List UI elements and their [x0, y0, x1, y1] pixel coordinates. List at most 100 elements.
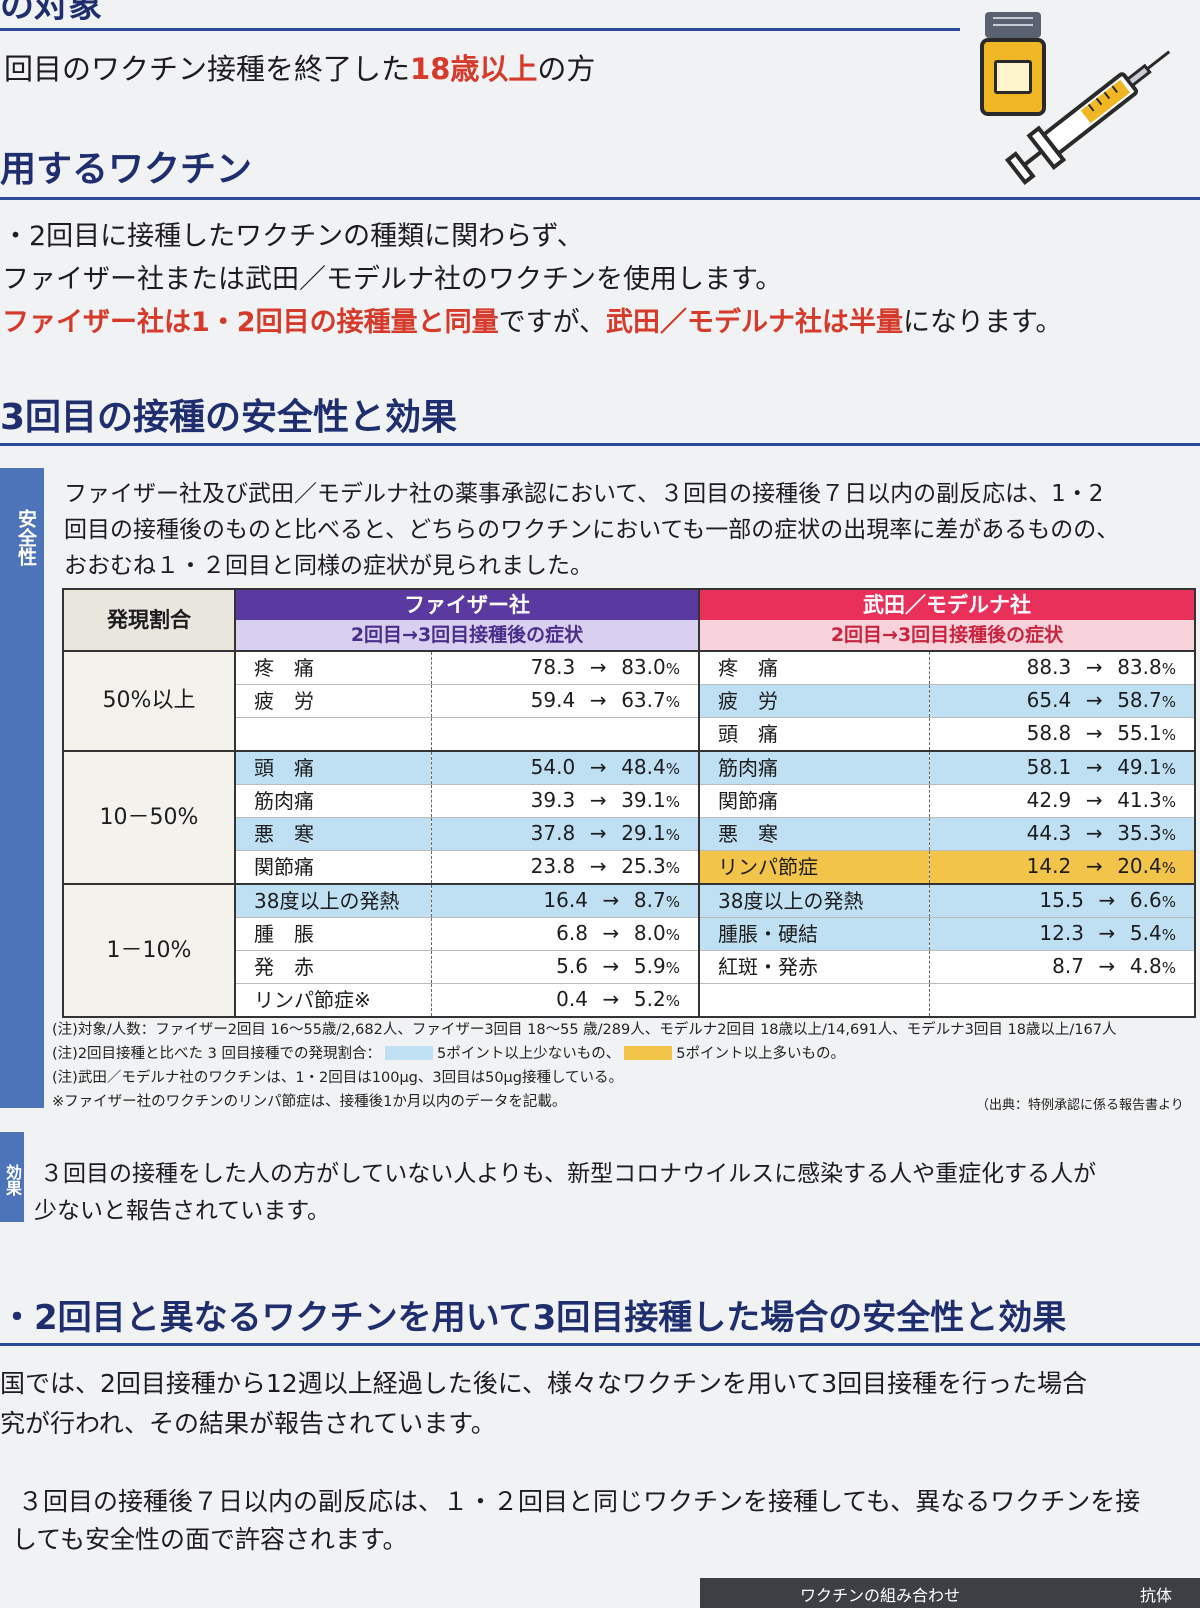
rate-dose3: 6.6	[1129, 888, 1162, 912]
target-text-post: の方	[537, 52, 596, 86]
percent-unit: %	[1161, 760, 1176, 778]
arrow-icon: →	[1085, 788, 1103, 812]
pfizer-rate: 16.4 → 8.7%	[431, 883, 699, 918]
pfizer-symptom: 関節痛	[234, 850, 432, 884]
combination-table-header: ワクチンの組み合わせ 抗体	[700, 1578, 1200, 1608]
rate-dose3: 29.1	[621, 821, 666, 845]
target-line: 回目のワクチン接種を終了した18歳以上の方	[4, 46, 595, 88]
moderna-rate: 42.9 → 41.3%	[929, 784, 1195, 818]
safety-side-tab	[0, 468, 44, 1108]
table-row: 10－50% 頭 痛 54.0 → 48.4% 筋肉痛 58.1 → 49.1%	[63, 750, 1195, 884]
percent-unit: %	[1161, 660, 1176, 678]
vaccine-section-rule	[0, 197, 1200, 200]
rate-dose2: 14.2	[1026, 854, 1072, 878]
pfizer-rate: 0.4 → 5.2%	[431, 983, 699, 1017]
pfizer-rate: 78.3 → 83.0%	[431, 650, 699, 685]
moderna-rate: 88.3 → 83.8%	[929, 650, 1195, 685]
category-header: 発現割合	[63, 589, 236, 651]
rate-dose3: 35.3	[1117, 821, 1162, 845]
rate-dose2: 6.8	[556, 921, 588, 945]
pfizer-symptom: 頭 痛	[234, 750, 432, 785]
vaccine-line-2: ファイザー社または武田／モデルナ社のワクチンを使用します。	[2, 264, 783, 295]
rate-dose2: 44.3	[1026, 821, 1072, 845]
yellow-swatch	[624, 1046, 673, 1060]
rate-dose2: 78.3	[530, 655, 576, 679]
rate-dose2: 42.9	[1026, 788, 1072, 812]
percent-unit: %	[1161, 726, 1176, 744]
percent-unit: %	[1161, 793, 1176, 811]
note-3: (注)武田／モデルナ社のワクチンは、1・2回目は100μg、3回目は50μg接種…	[52, 1070, 624, 1086]
pfizer-symptom: 腫 脹	[234, 917, 432, 951]
percent-unit: %	[665, 660, 680, 678]
arrow-icon: →	[1098, 888, 1116, 912]
arrow-icon: →	[1085, 854, 1103, 878]
safety-para-3: おおむね１・２回目と同様の症状が見られました。	[64, 553, 593, 579]
antibody-label: 抗体	[1140, 1586, 1173, 1605]
arrow-icon: →	[602, 954, 620, 978]
rate-dose3: 5.2	[633, 987, 666, 1011]
moderna-rate: 65.4 → 58.7%	[929, 684, 1195, 718]
source-note: （出典：特例承認に係る報告書より	[976, 1098, 1184, 1113]
note-4: ※ファイザー社のワクチンのリンパ節症は、接種後1か月以内のデータを記載。	[52, 1094, 567, 1110]
percent-unit: %	[665, 760, 680, 778]
moderna-rate: 15.5 → 6.6%	[929, 883, 1195, 918]
arrow-icon: →	[1085, 755, 1103, 779]
table-row: 疲 労 59.4 → 63.7% 疲 労 65.4 → 58.7%	[63, 684, 1195, 718]
percent-unit: %	[665, 926, 680, 944]
rate-dose3: 58.7	[1117, 688, 1162, 712]
pfizer-rate	[431, 717, 699, 751]
rate-dose2: 37.8	[530, 821, 576, 845]
rate-dose3: 25.3	[621, 854, 666, 878]
rate-dose3: 39.1	[621, 788, 666, 812]
moderna-symptom: 疲 労	[698, 684, 930, 718]
rate-dose2: 65.4	[1026, 688, 1072, 712]
combination-label: ワクチンの組み合わせ	[800, 1586, 961, 1605]
vaccine-line-1: ・2回目に接種したワクチンの種類に関わらず、	[2, 221, 584, 252]
arrow-icon: →	[602, 987, 620, 1011]
moderna-rate: 58.8 → 55.1%	[929, 717, 1195, 751]
category-label: 1－10%	[63, 883, 236, 1017]
rate-dose2: 0.4	[556, 987, 588, 1011]
note-2-blue-text: 5ポイント以上少ないもの、	[436, 1046, 621, 1062]
arrow-icon: →	[1085, 821, 1103, 845]
pfizer-symptom: 疲 労	[234, 684, 432, 718]
syringe-icon	[1004, 50, 1171, 186]
category-label: 50%以上	[63, 650, 236, 751]
percent-unit: %	[665, 826, 680, 844]
table-row: 筋肉痛 39.3 → 39.1% 関節痛 42.9 → 41.3%	[63, 784, 1195, 818]
rate-dose3: 55.1	[1117, 721, 1162, 745]
pfizer-rate: 37.8 → 29.1%	[431, 817, 699, 851]
note-1: (注)対象/人数：ファイザー2回目 16〜55歳/2,682人、ファイザー3回目…	[52, 1022, 1117, 1038]
rate-dose2: 59.4	[530, 688, 576, 712]
table-row: 頭 痛 58.8 → 55.1%	[63, 717, 1195, 751]
pfizer-symptom: 疼 痛	[234, 650, 432, 685]
rate-dose3: 5.9	[633, 954, 666, 978]
table-row: リンパ節症※ 0.4 → 5.2%	[63, 983, 1195, 1017]
arrow-icon: →	[1085, 655, 1103, 679]
arrow-icon: →	[602, 921, 620, 945]
table-row: 1－10% 38度以上の発熱 16.4 → 8.7% 38度以上の発熱 15.5 → 6.6%	[63, 883, 1195, 1017]
percent-unit: %	[665, 693, 680, 711]
table-row: 悪 寒 37.8 → 29.1% 悪 寒 44.3 → 35.3%	[63, 817, 1195, 851]
percent-unit: %	[665, 793, 680, 811]
moderna-rate: 44.3 → 35.3%	[929, 817, 1195, 851]
hetero-line-1: 国では、2回目接種から12週以上経過した後に、様々なワクチンを用いて3回目接種を…	[0, 1369, 1088, 1398]
safety-section-rule	[0, 443, 1200, 446]
top-rule	[0, 28, 960, 31]
note-2-text: (注)2回目接種と比べた 3 回目接種での発現割合：	[52, 1046, 381, 1062]
pfizer-dose-highlight: ファイザー社は1・2回目の接種量と同量	[2, 307, 499, 338]
rate-dose3: 63.7	[621, 688, 666, 712]
moderna-symptom: 疼 痛	[698, 650, 930, 685]
safety-section-title: 3回目の接種の安全性と効果	[0, 397, 458, 438]
percent-unit: %	[1161, 926, 1176, 944]
moderna-rate: 12.3 → 5.4%	[929, 917, 1195, 951]
rate-dose3: 49.1	[1117, 755, 1162, 779]
pfizer-rate: 54.0 → 48.4%	[431, 750, 699, 785]
moderna-symptom: 筋肉痛	[698, 750, 930, 785]
rate-dose2: 23.8	[530, 854, 576, 878]
arrow-icon: →	[1085, 688, 1103, 712]
arrow-icon: →	[1085, 721, 1103, 745]
rate-dose2: 54.0	[530, 755, 576, 779]
pfizer-symptom: 悪 寒	[234, 817, 432, 851]
pfizer-rate: 59.4 → 63.7%	[431, 684, 699, 718]
